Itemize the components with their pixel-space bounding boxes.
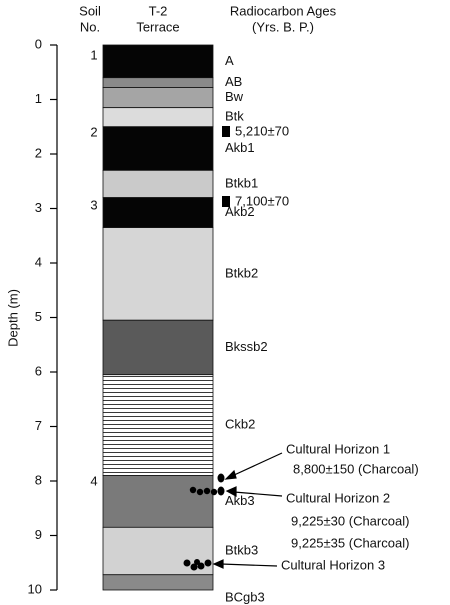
layer	[102, 574, 214, 591]
header: Soil No. T-2 Terrace Radiocarbon Ages (Y…	[79, 3, 336, 34]
soil-number: 1	[90, 47, 97, 62]
header-text: Terrace	[136, 19, 179, 34]
layer-label: Btkb3	[225, 542, 258, 557]
header-text: Soil	[79, 3, 101, 18]
layer-label: Btk	[225, 109, 244, 124]
layer	[102, 227, 214, 321]
tick-label: 4	[35, 254, 42, 269]
layer-label: A	[225, 53, 234, 68]
layer	[102, 169, 214, 199]
header-text: No.	[80, 19, 100, 34]
horizon-date: 9,225±35 (Charcoal)	[291, 535, 409, 550]
layer	[102, 87, 214, 109]
tick-label: 6	[35, 363, 42, 378]
age: 5,210±70	[235, 123, 289, 138]
tick-label: 1	[35, 91, 42, 106]
horizon-label: Cultural Horizon 1	[286, 441, 390, 456]
layer	[102, 44, 214, 79]
layer-label: AB	[225, 74, 242, 89]
header-text: (Yrs. B. P.)	[252, 19, 314, 34]
age: 7,100±70	[235, 193, 289, 208]
tick-label: 3	[35, 200, 42, 215]
sample-marker	[222, 196, 230, 207]
layer	[102, 107, 214, 128]
layer	[102, 197, 214, 228]
sample-marker	[222, 126, 230, 137]
layer-label: Akb2	[225, 204, 255, 219]
arrows	[212, 452, 283, 569]
tick-label: 9	[35, 527, 42, 542]
layer	[102, 126, 214, 171]
layer-label: Btkb2	[225, 265, 258, 280]
soil-number: 2	[90, 124, 97, 139]
soil-number: 4	[90, 473, 97, 488]
horizon-label: Cultural Horizon 3	[281, 557, 385, 572]
tick-label: 5	[35, 309, 42, 324]
horizon-date: 9,225±30 (Charcoal)	[291, 513, 409, 528]
tick-label: 10	[28, 581, 42, 596]
soil-number: 3	[90, 197, 97, 212]
tick-label: 2	[35, 145, 42, 160]
layer-label: BCgb3	[225, 589, 265, 604]
layer	[102, 475, 214, 528]
layer-label: Akb1	[225, 140, 255, 155]
layer	[102, 77, 214, 88]
header-text: T-2	[149, 3, 168, 18]
tick-label: 7	[35, 418, 42, 433]
tick-label: 0	[35, 36, 42, 51]
artifacts	[183, 473, 225, 571]
layer	[102, 319, 214, 376]
axis-label: Depth (m)	[5, 289, 20, 347]
header-text: Radiocarbon Ages	[230, 3, 337, 18]
layer	[102, 374, 214, 476]
horizon-label: Cultural Horizon 2	[286, 490, 390, 505]
layer-label: Bkssb2	[225, 339, 268, 354]
horizon-date: 8,800±150 (Charcoal)	[293, 461, 419, 476]
layer-label: Akb3	[225, 493, 255, 508]
tick-label: 8	[35, 472, 42, 487]
layer-label: Btkb1	[225, 175, 258, 190]
layer-label: Bw	[225, 89, 244, 104]
column	[102, 44, 214, 591]
layer-label: Ckb2	[225, 417, 255, 432]
